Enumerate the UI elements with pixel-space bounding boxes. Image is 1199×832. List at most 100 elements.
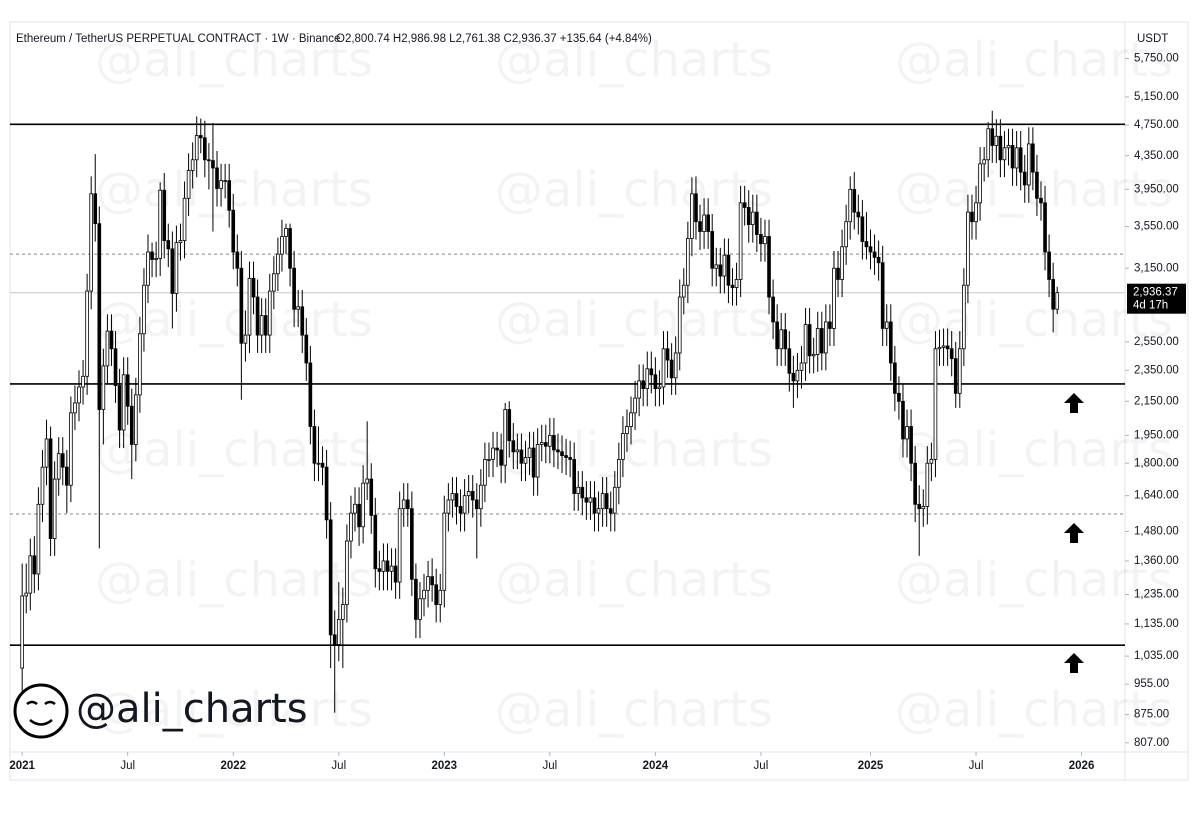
candle-body <box>304 334 309 364</box>
candle-body <box>957 348 962 394</box>
chart-title: Ethereum / TetherUS PERPETUAL CONTRACT ·… <box>16 33 340 45</box>
candle-body <box>454 493 459 507</box>
candle-body <box>1010 145 1015 169</box>
candle-body <box>759 234 763 245</box>
candle-body <box>783 329 788 350</box>
candle-body <box>1006 145 1011 149</box>
candle-body <box>52 478 57 539</box>
candle-body <box>819 328 824 354</box>
candle-body <box>36 503 41 575</box>
candle-body <box>365 478 370 484</box>
candle-body <box>767 236 771 298</box>
x-tick-label: 2021 <box>9 760 35 772</box>
y-tick-label: 1,235.00 <box>1134 589 1179 601</box>
candle-body <box>629 412 633 427</box>
watermark: @ali_charts <box>95 32 373 88</box>
candle-body <box>1026 143 1031 186</box>
candle-body <box>905 426 909 440</box>
candle-body <box>909 426 913 464</box>
candle-body <box>276 253 280 275</box>
candle-body <box>856 211 861 218</box>
candle-body <box>182 197 187 241</box>
candle-body <box>312 426 317 464</box>
y-tick-label: 5,150.00 <box>1134 91 1179 103</box>
arrows <box>1064 393 1084 673</box>
candle-body <box>775 321 779 350</box>
candle-body <box>937 346 942 350</box>
candle-body <box>109 330 114 350</box>
candle-body <box>125 374 130 407</box>
candle-body <box>223 180 227 183</box>
candle-body <box>535 444 540 478</box>
candle-body <box>418 598 422 620</box>
candle-body <box>844 221 848 248</box>
candle-body <box>316 462 321 465</box>
candle-body <box>60 453 65 468</box>
candle-body <box>791 372 796 382</box>
candle-body <box>543 442 548 447</box>
candle-body <box>718 264 723 277</box>
candle-body <box>401 499 406 510</box>
candle-body <box>799 362 804 371</box>
candle-body <box>730 284 735 288</box>
candle-body <box>101 365 106 410</box>
candle-body <box>40 466 45 505</box>
candle-body <box>527 447 532 458</box>
candle-body <box>142 284 146 335</box>
y-tick-label: 2,350.00 <box>1134 364 1179 376</box>
candle-body <box>170 248 175 294</box>
candle-body <box>426 576 430 591</box>
candle-body <box>495 447 499 451</box>
candle-body <box>381 560 386 572</box>
watermark: @ali_charts <box>495 32 773 88</box>
candle-body <box>949 348 954 360</box>
logo: @ali_charts <box>13 683 308 739</box>
candle-body <box>89 193 94 292</box>
candle-body <box>552 434 556 451</box>
candle-body <box>617 458 621 488</box>
candle-body <box>653 374 658 389</box>
candle-body <box>328 519 333 636</box>
candle-body <box>612 486 617 514</box>
candle-body <box>215 167 219 189</box>
y-tick-label: 955.00 <box>1134 678 1169 690</box>
candle-body <box>154 258 158 260</box>
candle-body <box>466 491 471 497</box>
candle-body <box>714 264 719 269</box>
candle-body <box>243 334 248 344</box>
candle-body <box>357 503 361 528</box>
candle-body <box>166 240 171 250</box>
candle-body <box>361 482 365 528</box>
candle-body <box>787 348 792 374</box>
candle-body <box>219 180 223 189</box>
y-tick-label: 3,150.00 <box>1134 262 1179 274</box>
candle-body <box>840 246 844 280</box>
watermark: @ali_charts <box>895 32 1173 88</box>
candle-body <box>178 240 183 244</box>
logo-handle: @ali_charts <box>76 686 308 732</box>
candle-body <box>129 405 134 445</box>
x-tick-label: Jul <box>754 760 769 772</box>
candle-body <box>686 238 690 286</box>
candle-body <box>742 202 747 208</box>
candle-body <box>1022 171 1027 186</box>
candle-body <box>324 466 329 521</box>
candle-body <box>876 256 881 264</box>
x-tick-label: Jul <box>542 760 557 772</box>
candle-body <box>576 486 581 494</box>
watermark: @ali_charts <box>95 292 373 348</box>
candle-body <box>442 512 447 591</box>
x-tick-label: Jul <box>969 760 984 772</box>
candle-body <box>673 352 678 379</box>
y-tick-label: 5,750.00 <box>1134 53 1179 65</box>
candle-body <box>1002 147 1007 161</box>
candle-body <box>519 449 524 464</box>
candle-body <box>446 499 451 514</box>
candle-body <box>945 345 950 350</box>
x-tick-label: 2024 <box>643 760 669 772</box>
candle-body <box>884 321 889 329</box>
ohlc-readout: O2,800.74 H2,986.98 L2,761.38 C2,936.37 … <box>336 33 652 45</box>
candle-body <box>592 497 597 514</box>
candle-body <box>888 321 893 364</box>
